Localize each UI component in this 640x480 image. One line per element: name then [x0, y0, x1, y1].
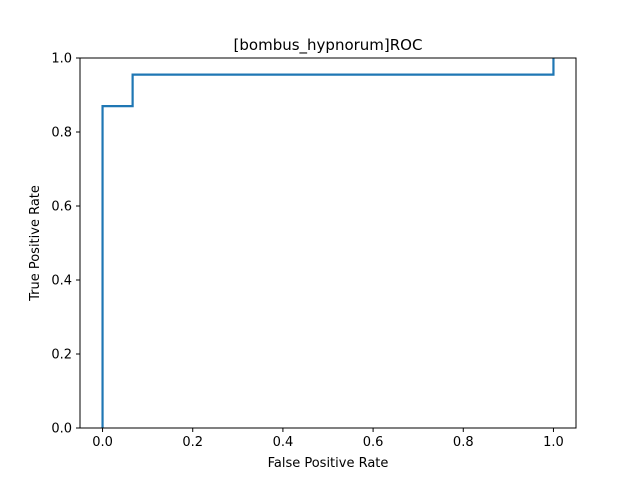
- y-tick-label: 0.4: [51, 274, 72, 289]
- x-tick-label: 1.0: [543, 435, 564, 450]
- y-tick-label: 0.2: [51, 348, 72, 363]
- x-axis-label: False Positive Rate: [268, 456, 389, 471]
- chart-title: [bombus_hypnorum]ROC: [234, 36, 423, 55]
- plot-area: 0.0 0.2 0.4 0.6 0.8 1.0 0.0 0.2 0.4 0.6 0.8 1.0: [51, 52, 577, 450]
- y-tick-label: 0.8: [51, 126, 72, 141]
- y-axis-label: True Positive Rate: [28, 185, 43, 302]
- roc-curve-line: [101, 58, 555, 428]
- x-tick-label: 0.2: [182, 435, 203, 450]
- x-tick-label: 0.0: [92, 435, 113, 450]
- x-tick-label: 0.8: [453, 435, 474, 450]
- plot-frame: [79, 57, 577, 429]
- y-tick-label: 1.0: [51, 52, 72, 67]
- x-tick-label: 0.4: [273, 435, 294, 450]
- y-tick-label: 0.6: [51, 200, 72, 215]
- y-tick-label: 0.0: [51, 422, 72, 437]
- x-tick-label: 0.6: [363, 435, 384, 450]
